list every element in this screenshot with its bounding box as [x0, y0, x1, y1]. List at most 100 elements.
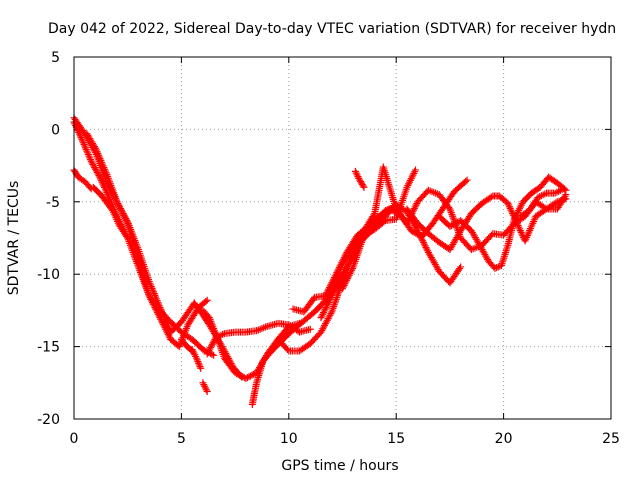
data-point	[79, 139, 87, 147]
x-tick-label: 20	[495, 431, 513, 447]
data-point	[335, 277, 343, 285]
data-point	[342, 278, 350, 286]
data-point	[330, 274, 338, 282]
data-point	[123, 232, 131, 240]
data-point	[348, 266, 356, 274]
data-point	[456, 265, 464, 273]
data-point	[74, 127, 82, 135]
data-point	[423, 245, 431, 253]
data-point	[202, 297, 210, 305]
chart-title: Day 042 of 2022, Sidereal Day-to-day VTE…	[48, 21, 616, 37]
data-point	[325, 285, 333, 293]
data-point	[348, 265, 356, 273]
data-point	[317, 314, 325, 322]
data-point	[196, 363, 204, 371]
data-point	[337, 260, 345, 268]
data-point	[516, 225, 524, 233]
data-point	[494, 263, 502, 271]
data-point	[206, 345, 214, 353]
data-point	[370, 211, 378, 219]
data-point	[505, 201, 513, 209]
y-tick-label: -15	[37, 340, 60, 356]
data-point	[165, 332, 173, 340]
series-trace-3	[83, 130, 198, 336]
data-point	[411, 203, 419, 211]
data-point	[322, 304, 330, 312]
y-tick-label: -20	[37, 412, 60, 428]
data-point	[340, 253, 348, 261]
data-point	[447, 222, 455, 230]
data-point	[320, 307, 328, 315]
data-point	[419, 238, 427, 246]
data-point	[100, 183, 108, 191]
data-point	[123, 216, 131, 224]
data-point	[78, 135, 86, 143]
data-point	[345, 271, 353, 279]
data-point	[318, 312, 326, 320]
grid	[74, 57, 611, 419]
data-point	[72, 122, 80, 130]
data-point	[331, 285, 339, 293]
series-trace-4	[70, 166, 95, 193]
data-point	[508, 208, 516, 216]
data-point	[79, 137, 87, 145]
data-point	[451, 220, 459, 228]
data-point	[245, 373, 253, 381]
data-point	[195, 361, 203, 369]
data-point	[98, 178, 106, 186]
data-point	[330, 287, 338, 295]
data-point	[462, 177, 470, 185]
y-tick-label: -10	[37, 267, 60, 283]
data-point	[507, 206, 515, 214]
data-point	[99, 180, 107, 188]
data-point	[326, 282, 334, 290]
data-point	[328, 279, 336, 287]
x-tick-label: 0	[70, 431, 79, 447]
data-point	[242, 374, 250, 382]
series-trace-17	[517, 185, 568, 220]
data-point	[335, 265, 343, 273]
data-point	[95, 172, 103, 180]
data-point	[359, 182, 367, 190]
series-trace-7	[203, 319, 314, 358]
x-tick-label: 10	[280, 431, 298, 447]
data-point	[325, 284, 333, 292]
data-point	[207, 342, 215, 350]
data-point	[306, 325, 314, 333]
data-point	[541, 190, 549, 198]
data-point	[238, 373, 246, 381]
data-point	[337, 274, 345, 282]
data-point	[103, 189, 111, 197]
data-point	[324, 300, 332, 308]
data-point	[335, 264, 343, 272]
series-trace-1	[70, 114, 218, 359]
series-trace-5	[89, 183, 132, 242]
data-point	[85, 152, 93, 160]
data-point	[76, 132, 84, 140]
data-point	[327, 280, 335, 288]
data-point	[344, 273, 352, 281]
data-point	[488, 231, 496, 239]
data-point	[91, 165, 99, 173]
data-point	[283, 345, 291, 353]
data-point	[449, 221, 457, 229]
data-point	[104, 190, 112, 198]
data-point	[188, 347, 196, 355]
data-point	[96, 173, 104, 181]
data-point	[387, 206, 395, 214]
data-point	[193, 356, 201, 364]
data-point	[86, 156, 94, 164]
data-point	[420, 240, 428, 248]
data-point	[552, 199, 560, 207]
data-point	[321, 292, 329, 300]
series-trace-13	[339, 166, 420, 293]
data-point	[343, 275, 351, 283]
data-point	[319, 310, 327, 318]
data-point	[210, 351, 218, 359]
data-point	[487, 193, 495, 201]
data-point	[86, 154, 94, 162]
data-point	[360, 231, 368, 239]
data-point	[105, 194, 113, 202]
data-point	[558, 186, 566, 194]
